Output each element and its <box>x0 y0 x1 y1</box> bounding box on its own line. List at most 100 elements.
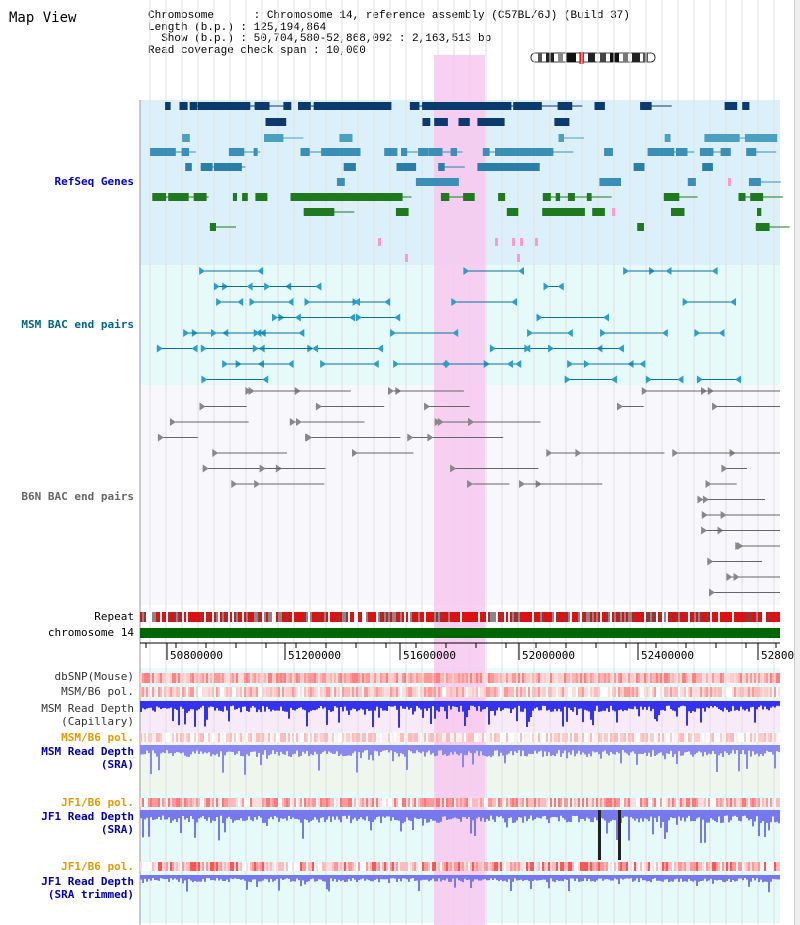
msm-sra-depth-bar <box>704 745 706 752</box>
jf1-sra-depth-bar <box>608 810 610 823</box>
jf1-sra-depth-bar <box>666 810 668 833</box>
bac-end-marker <box>697 495 704 504</box>
jf1-pol2-cell <box>318 862 320 871</box>
msm-sra-depth-bar <box>226 745 228 753</box>
jf1-trim-depth-bar <box>276 875 278 879</box>
msm-pol-cell <box>368 687 370 697</box>
jf1-trim-depth-bar <box>572 875 574 879</box>
msm-pol2-cell <box>476 733 478 742</box>
track-label-msm-depth-cap[interactable]: MSM Read Depth <box>41 702 134 715</box>
repeat-segment <box>740 612 742 622</box>
msm-cap-depth-bar <box>418 701 420 708</box>
jf1-pol-cell <box>774 798 776 807</box>
jf1-sra-depth-bar <box>428 810 430 823</box>
gene-feature <box>265 118 287 126</box>
track-label-msm-b6-pol-2[interactable]: MSM/B6 pol. <box>61 731 134 744</box>
track-label-b6n-bac[interactable]: B6N BAC end pairs <box>21 490 134 503</box>
msm-cap-depth-bar <box>390 701 392 707</box>
jf1-sra-depth-bar <box>246 810 248 821</box>
jf1-trim-depth-bar <box>300 875 302 887</box>
jf1-trim-depth-bar <box>414 875 416 881</box>
msm-sra-depth-bar <box>466 745 468 756</box>
bac-end-marker <box>200 344 207 353</box>
jf1-pol-cell <box>610 798 612 807</box>
msm-sra-depth-bar <box>234 745 236 755</box>
repeat-segment <box>378 612 380 622</box>
dbsnp-cell <box>184 673 186 683</box>
jf1-sra-depth-bar <box>642 810 644 822</box>
track-label-jf1-depth-trim[interactable]: JF1 Read Depth <box>41 875 134 888</box>
track-label-msm-b6-pol[interactable]: MSM/B6 pol. <box>61 685 134 698</box>
jf1-pol-cell <box>430 798 432 807</box>
repeat-segment <box>666 612 668 622</box>
msm-pol2-cell <box>360 733 362 742</box>
track-label-dbsnp[interactable]: dbSNP(Mouse) <box>54 670 134 683</box>
msm-pol2-cell <box>408 733 410 742</box>
msm-sra-depth-bar <box>282 745 284 755</box>
track-label-msm-depth-sra[interactable]: MSM Read Depth <box>41 745 134 758</box>
jf1-sra-depth-bar <box>396 810 398 821</box>
bac-end-marker <box>264 282 271 291</box>
msm-pol2-cell <box>234 733 236 742</box>
msm-sra-depth-bar <box>454 745 456 752</box>
jf1-trim-depth-bar <box>618 875 620 885</box>
msm-sra-depth-bar <box>572 745 574 751</box>
msm-pol-cell <box>576 687 578 697</box>
msm-sra-depth-bar <box>444 745 446 755</box>
track-label-jf1-b6-pol[interactable]: JF1/B6 pol. <box>61 796 134 809</box>
bac-end-marker <box>320 360 327 368</box>
bac-end-marker <box>735 375 742 384</box>
msm-pol2-cell <box>164 733 166 742</box>
jf1-sra-depth-bar <box>676 810 678 825</box>
msm-pol-cell <box>406 687 408 697</box>
jf1-pol2-cell <box>248 862 250 871</box>
jf1-trim-depth-bar <box>244 875 246 881</box>
msm-sra-depth-bar <box>566 745 568 759</box>
jf1-pol2-cell <box>688 862 690 871</box>
repeat-segment <box>540 612 542 622</box>
jf1-trim-depth-bar <box>590 875 592 882</box>
msm-cap-depth-bar <box>402 701 404 709</box>
jf1-sra-depth-bar <box>682 810 684 818</box>
track-label-msm-bac[interactable]: MSM BAC end pairs <box>21 318 134 331</box>
msm-pol2-cell <box>716 733 718 742</box>
jf1-pol2-cell <box>494 862 496 871</box>
msm-sra-depth-bar <box>186 745 188 757</box>
jf1-sra-depth-bar <box>566 810 568 823</box>
jf1-trim-depth-bar <box>256 875 258 887</box>
jf1-pol-cell <box>422 798 424 807</box>
track-label-jf1-b6-pol-2[interactable]: JF1/B6 pol. <box>61 860 134 873</box>
msm-pol-cell <box>690 687 692 697</box>
jf1-sra-depth-bar <box>552 810 554 817</box>
jf1-pol2-cell <box>458 862 460 871</box>
vertical-scrollbar[interactable] <box>794 0 800 925</box>
jf1-trim-depth-bar <box>180 875 182 879</box>
msm-sra-depth-bar <box>252 745 254 752</box>
jf1-pol2-cell <box>524 862 526 871</box>
jf1-trim-depth-bar <box>288 875 290 879</box>
jf1-trim-depth-bar <box>346 875 348 882</box>
repeat-segment <box>420 612 422 622</box>
msm-cap-depth-bar <box>252 701 254 706</box>
repeat-segment <box>436 612 438 622</box>
bac-end-marker <box>548 344 555 353</box>
jf1-pol-cell <box>426 798 428 807</box>
gene-feature <box>531 163 540 171</box>
msm-cap-depth-bar <box>354 701 356 709</box>
jf1-trim-depth-bar <box>332 875 334 882</box>
dbsnp-cell <box>606 673 608 683</box>
msm-pol2-cell <box>252 733 254 742</box>
jf1-trim-depth-bar <box>670 875 672 882</box>
msm-sra-depth-bar <box>650 745 652 757</box>
jf1-pol-cell <box>276 798 278 807</box>
track-label-refseq[interactable]: RefSeq Genes <box>54 175 134 188</box>
repeat-segment <box>628 612 630 622</box>
msm-pol2-cell <box>756 733 758 742</box>
jf1-pol-cell <box>372 798 374 807</box>
track-label-jf1-depth-sra[interactable]: JF1 Read Depth <box>41 810 134 823</box>
repeat-segment <box>662 612 664 622</box>
repeat-segment <box>710 612 712 622</box>
msm-pol-cell <box>414 687 416 697</box>
jf1-sra-depth-bar <box>440 810 442 822</box>
